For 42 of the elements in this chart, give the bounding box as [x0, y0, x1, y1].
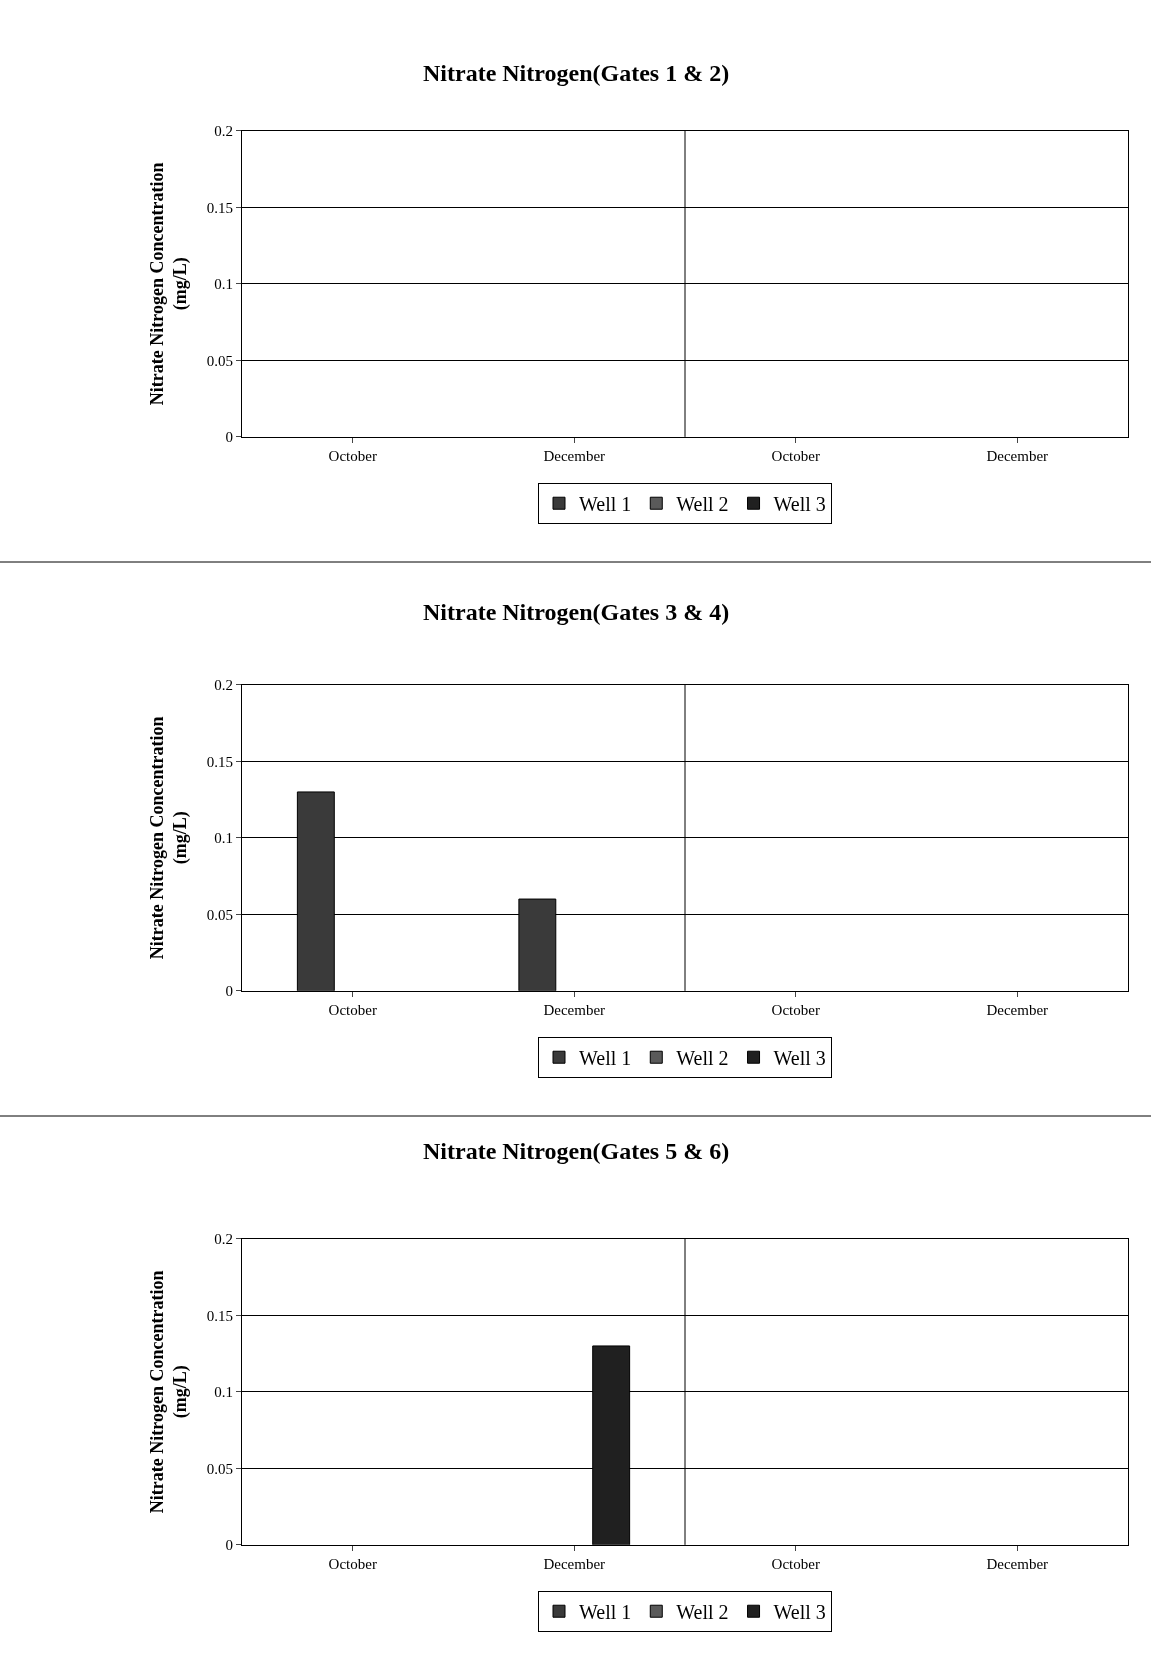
legend-label: Well 2: [676, 493, 729, 516]
y-tick-label: 0.15: [206, 199, 233, 216]
x-tick-label: October: [328, 1001, 377, 1018]
chart-title: Nitrate Nitrogen(Gates 5 & 6): [423, 1138, 730, 1164]
y-tick-label: 0.15: [206, 1307, 233, 1324]
y-tick-label: 0.05: [206, 906, 233, 923]
chart-title: Nitrate Nitrogen(Gates 3 & 4): [423, 599, 730, 625]
legend-label: Well 2: [676, 1601, 729, 1624]
y-tick-label: 0.15: [206, 753, 233, 770]
chart-title: Nitrate Nitrogen(Gates 1 & 2): [423, 60, 730, 86]
x-tick-label: December: [986, 1555, 1049, 1572]
y-tick-label: 0.2: [214, 123, 233, 140]
y-tick-label: 0.1: [214, 830, 233, 847]
y-tick-label: 0.05: [206, 1460, 233, 1477]
y-tick-label: 0.1: [214, 1384, 233, 1401]
x-tick-label: October: [771, 1001, 820, 1018]
y-tick-label: 0.1: [214, 276, 233, 293]
x-tick-label: December: [543, 1555, 606, 1572]
y-axis-title: Nitrate Nitrogen Concentration (mg/L): [146, 162, 191, 406]
x-tick-label: October: [771, 1555, 820, 1572]
y-tick-label: 0: [225, 1537, 233, 1554]
legend-label: Well 2: [676, 1047, 729, 1070]
y-axis-title: Nitrate Nitrogen Concentration (mg/L): [146, 716, 191, 960]
y-tick-label: 0: [225, 429, 233, 446]
x-tick-label: October: [328, 1555, 377, 1572]
x-tick-label: December: [986, 1001, 1049, 1018]
x-tick-label: October: [328, 447, 377, 464]
y-axis-title: Nitrate Nitrogen Concentration (mg/L): [146, 1270, 191, 1514]
legend-label: Well 1: [579, 1047, 632, 1070]
legend-label: Well 1: [579, 493, 632, 516]
y-tick-label: 0.2: [214, 677, 233, 694]
legend-label: Well 3: [773, 493, 826, 516]
y-tick-label: 0: [225, 983, 233, 1000]
y-tick-label: 0.2: [214, 1231, 233, 1248]
y-tick-label: 0.05: [206, 352, 233, 369]
legend-label: Well 3: [773, 1047, 826, 1070]
x-tick-label: December: [986, 447, 1049, 464]
x-tick-label: December: [543, 447, 606, 464]
x-tick-label: December: [543, 1001, 606, 1018]
x-tick-label: October: [771, 447, 820, 464]
legend-label: Well 3: [773, 1601, 826, 1624]
legend-label: Well 1: [579, 1601, 632, 1624]
